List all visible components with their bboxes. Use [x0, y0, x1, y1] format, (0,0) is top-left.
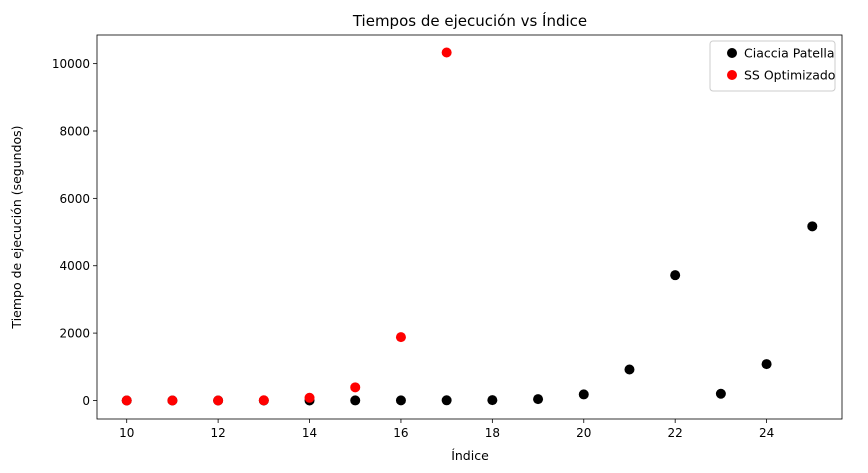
data-point-ciaccia-patella — [670, 270, 681, 281]
data-point-ciaccia-patella — [487, 395, 498, 406]
x-tick-label: 14 — [302, 426, 317, 440]
legend: Ciaccia Patella SS Optimizado — [709, 40, 836, 92]
data-point-ss-optimizado — [441, 47, 452, 58]
y-tick-label: 6000 — [59, 192, 90, 206]
legend-marker-ss-optimizado — [727, 70, 737, 80]
data-point-ciaccia-patella — [624, 364, 635, 375]
data-point-ciaccia-patella — [578, 389, 589, 400]
x-tick-label: 22 — [668, 426, 683, 440]
data-points — [121, 47, 818, 406]
x-tick-label: 16 — [393, 426, 408, 440]
data-point-ciaccia-patella — [761, 359, 772, 370]
x-tick-label: 10 — [119, 426, 134, 440]
plot-frame — [96, 34, 843, 420]
data-point-ss-optimizado — [121, 395, 132, 406]
x-tick-label: 20 — [576, 426, 591, 440]
data-point-ss-optimizado — [213, 395, 224, 406]
y-axis-ticks: 0 2000 4000 6000 8000 10000 — [52, 57, 97, 408]
data-point-ciaccia-patella — [533, 394, 544, 405]
data-point-ss-optimizado — [395, 332, 406, 343]
x-axis-ticks: 10 12 14 16 18 20 22 24 — [119, 419, 774, 440]
x-axis-label: Índice — [451, 448, 489, 463]
y-tick-label: 0 — [82, 394, 90, 408]
legend-marker-ciaccia-patella — [727, 48, 737, 58]
y-tick-label: 8000 — [59, 125, 90, 139]
legend-label-ss-optimizado: SS Optimizado — [744, 68, 835, 83]
legend-frame — [709, 40, 836, 92]
data-point-ss-optimizado — [350, 382, 361, 393]
data-point-ss-optimizado — [258, 395, 269, 406]
x-tick-label: 24 — [759, 426, 774, 440]
chart-title: Tiempos de ejecución vs Índice — [352, 11, 587, 30]
data-point-ciaccia-patella — [441, 395, 452, 406]
y-tick-label: 4000 — [59, 259, 90, 273]
data-point-ss-optimizado — [167, 395, 178, 406]
data-point-ciaccia-patella — [715, 388, 726, 399]
y-tick-label: 2000 — [59, 327, 90, 341]
legend-label-ciaccia-patella: Ciaccia Patella — [744, 46, 835, 61]
data-point-ss-optimizado — [304, 392, 315, 403]
y-tick-label: 10000 — [52, 57, 90, 71]
data-point-ciaccia-patella — [807, 221, 818, 232]
data-point-ciaccia-patella — [395, 395, 406, 406]
x-tick-label: 12 — [210, 426, 225, 440]
data-point-ciaccia-patella — [350, 395, 361, 406]
x-tick-label: 18 — [485, 426, 500, 440]
plot-area: 10 12 14 16 18 20 22 24 0 2000 4000 6000 8000 10000 — [52, 34, 843, 440]
y-axis-label: Tiempo de ejecución (segundos) — [9, 125, 24, 329]
